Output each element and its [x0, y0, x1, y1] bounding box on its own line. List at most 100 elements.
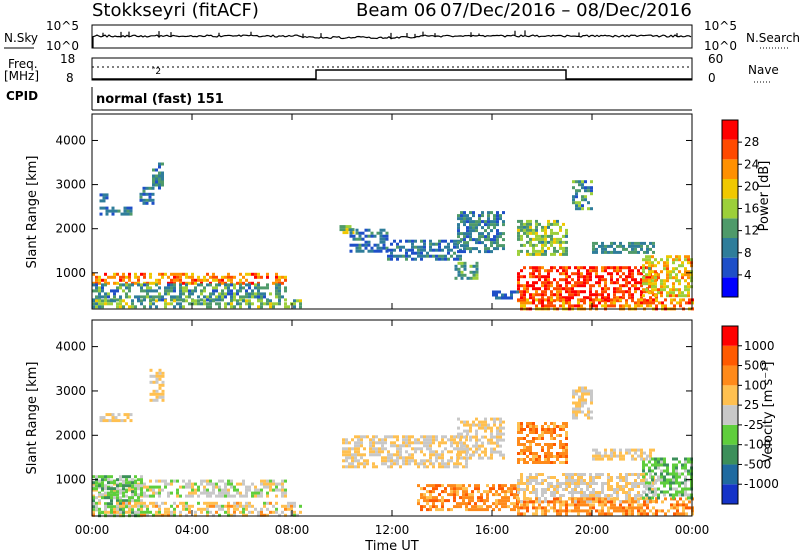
data-cell [469, 435, 472, 439]
data-cell [360, 441, 363, 445]
data-cell [358, 246, 362, 250]
data-cell [363, 462, 366, 466]
data-cell [369, 450, 372, 454]
data-cell [499, 214, 502, 218]
data-cell [559, 485, 562, 488]
colorbar-swatch [722, 120, 738, 140]
data-cell [456, 465, 459, 469]
data-cell [435, 248, 438, 252]
data-cell [642, 276, 645, 280]
data-cell [107, 281, 110, 285]
data-cell [544, 284, 547, 288]
data-cell [257, 305, 260, 309]
data-cell [140, 478, 143, 482]
data-cell [227, 504, 230, 508]
data-cell [357, 444, 360, 448]
data-cell [158, 180, 161, 184]
data-cell [134, 281, 137, 285]
data-cell [520, 503, 523, 507]
data-cell [215, 482, 218, 486]
colorbar-swatch [722, 345, 738, 366]
data-cell [475, 276, 479, 280]
data-cell [520, 275, 523, 279]
data-cell [550, 234, 553, 238]
data-cell [568, 497, 571, 501]
data-cell [203, 302, 206, 306]
data-cell [399, 447, 402, 451]
data-cell [577, 485, 580, 488]
data-cell [450, 484, 453, 488]
data-cell [559, 482, 562, 485]
data-cell [589, 494, 592, 497]
data-cell [402, 438, 405, 442]
data-cell [634, 473, 637, 476]
data-cell [420, 462, 423, 466]
data-cell [287, 501, 290, 505]
data-cell [355, 228, 359, 232]
data-cell [101, 487, 104, 491]
data-cell [236, 281, 239, 285]
data-cell [556, 296, 559, 300]
data-cell [456, 502, 459, 506]
data-cell [648, 261, 651, 265]
data-cell [516, 502, 519, 506]
data-cell [478, 444, 481, 448]
data-cell [687, 276, 690, 280]
colorbar-tick-label: -1000 [744, 477, 779, 491]
data-cell [197, 507, 200, 511]
data-cell [541, 491, 544, 494]
data-cell [146, 295, 149, 299]
data-cell [577, 284, 580, 288]
data-cell [556, 298, 559, 302]
data-cell [101, 510, 104, 514]
data-cell [381, 459, 384, 463]
data-cell [675, 481, 678, 485]
data-cell [176, 491, 179, 495]
data-cell [110, 302, 113, 306]
data-cell [99, 416, 103, 420]
data-cell [544, 479, 547, 482]
data-cell [532, 500, 535, 504]
data-cell [613, 287, 616, 291]
data-cell [191, 488, 194, 492]
data-cell [493, 238, 496, 242]
data-cell [559, 506, 562, 510]
data-cell [342, 441, 345, 445]
data-cell [583, 298, 586, 302]
data-cell [140, 481, 143, 485]
data-cell [687, 496, 690, 500]
data-cell [532, 269, 535, 273]
data-cell [499, 420, 502, 424]
colorbar-swatch [722, 464, 738, 485]
data-cell [526, 449, 529, 452]
data-cell [622, 509, 625, 513]
data-cell [423, 254, 426, 258]
data-cell [469, 226, 472, 230]
colorbar-swatch [722, 139, 738, 160]
data-cell [568, 298, 571, 302]
data-cell [622, 293, 625, 297]
data-cell [574, 473, 577, 476]
data-cell [681, 294, 684, 298]
data-cell [673, 503, 676, 507]
data-cell [523, 298, 526, 302]
data-cell [423, 465, 426, 469]
data-cell [578, 401, 581, 405]
data-cell [447, 245, 450, 249]
data-cell [628, 494, 631, 497]
data-cell [553, 503, 556, 507]
data-cell [227, 278, 230, 282]
data-cell [459, 453, 462, 457]
data-cell [465, 453, 468, 457]
data-cell [625, 473, 628, 476]
colorbar-tick-label: 12 [744, 224, 759, 238]
data-cell [666, 466, 669, 470]
data-cell [129, 206, 133, 210]
data-cell [284, 286, 287, 290]
data-cell [227, 302, 230, 306]
data-cell [529, 296, 532, 300]
data-cell [490, 223, 493, 227]
data-cell [158, 295, 161, 299]
data-cell [556, 512, 559, 516]
data-cell [517, 425, 520, 428]
